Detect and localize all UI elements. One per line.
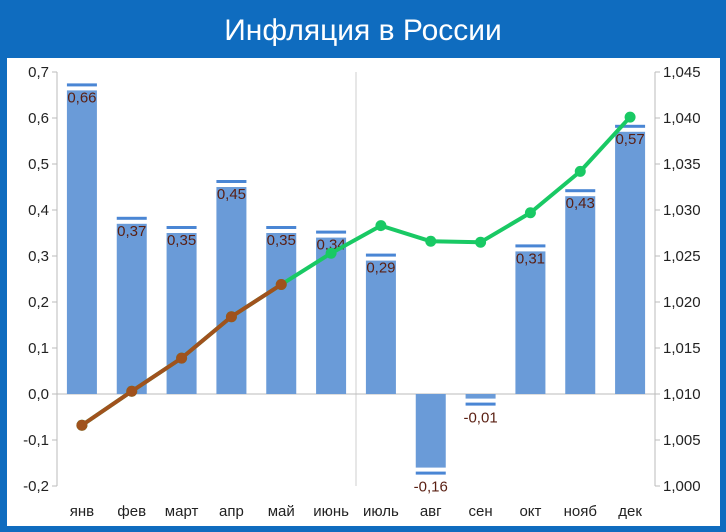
y-right-tick-label: 1,010 — [663, 386, 701, 403]
bar-data-label: 0,43 — [566, 195, 595, 212]
bar — [365, 260, 396, 394]
bar-data-label: 0,57 — [615, 131, 644, 148]
bar-cap — [266, 226, 297, 229]
x-tick-label: июнь — [313, 503, 349, 520]
y-right-tick-label: 1,005 — [663, 432, 701, 449]
brown-series-point — [126, 385, 138, 397]
bar — [515, 251, 546, 394]
bar — [216, 187, 247, 394]
green-series-point — [524, 207, 536, 219]
y-right-tick-label: 1,035 — [663, 156, 701, 173]
y-left-tick-label: -0,2 — [23, 478, 49, 495]
green-series-point — [624, 111, 636, 123]
y-left-tick-label: 0,6 — [28, 110, 49, 127]
bar — [66, 90, 97, 395]
y-right-tick-label: 1,015 — [663, 340, 701, 357]
x-tick-label: фев — [117, 503, 146, 520]
green-series-point — [475, 236, 487, 248]
x-tick-label: март — [165, 503, 199, 520]
bar-cap — [166, 226, 197, 229]
bar-cap — [316, 230, 347, 234]
y-left-tick-label: 0,5 — [28, 156, 49, 173]
bar-data-label: 0,37 — [117, 223, 146, 240]
bar-data-label: 0,35 — [267, 232, 296, 249]
inflation-chart: -0,2 -0,1 0,0 0,1 0,2 0,3 0,4 0,5 0,6 0,7 1,000 1,0… — [23, 64, 701, 520]
bar — [415, 394, 446, 468]
bar — [465, 394, 496, 399]
bar-data-label: 0,29 — [366, 260, 395, 277]
y-left-tick-label: 0,7 — [28, 64, 49, 81]
y-right-tick-label: 1,000 — [663, 478, 701, 495]
bar-cap — [515, 244, 546, 248]
bar-cap — [415, 471, 446, 475]
bar-data-label: 0,66 — [67, 89, 96, 106]
y-right-tick-label: 1,025 — [663, 248, 701, 265]
bar-cap — [66, 83, 97, 87]
y-right-tick-label: 1,020 — [663, 294, 701, 311]
y-right-tick-label: 1,040 — [663, 110, 701, 127]
green-series-point — [325, 247, 337, 259]
bar-data-label: -0,16 — [414, 479, 448, 496]
bar-cap — [615, 124, 646, 128]
x-tick-label: окт — [519, 503, 541, 520]
y-left-tick-label: -0,1 — [23, 432, 49, 449]
chart-title: Инфляция в России — [224, 14, 502, 47]
x-tick-label: сен — [469, 503, 493, 520]
bar-data-label: 0,31 — [516, 250, 545, 267]
bar — [316, 237, 347, 394]
bar — [116, 223, 147, 394]
bar-data-label: 0,35 — [167, 232, 196, 249]
brown-series-point — [225, 311, 237, 323]
bar — [266, 233, 297, 394]
green-series-point — [375, 220, 387, 232]
brown-series-point — [275, 279, 287, 291]
x-tick-label: авг — [420, 503, 442, 520]
bar-cap — [365, 253, 396, 257]
bar-data-label: -0,01 — [463, 410, 497, 427]
x-tick-label: май — [268, 503, 295, 520]
green-series-point — [425, 235, 437, 247]
y-left-tick-label: 0,2 — [28, 294, 49, 311]
y-left-tick-label: 0,4 — [28, 202, 49, 219]
bar — [615, 131, 646, 395]
y-left-tick-label: 0,3 — [28, 248, 49, 265]
x-tick-label: апр — [219, 503, 244, 520]
bar — [565, 196, 596, 394]
bar-cap — [465, 402, 496, 406]
y-left-tick-label: 0,0 — [28, 386, 49, 403]
bar-cap — [116, 216, 147, 220]
x-tick-label: янв — [70, 503, 94, 520]
y-right-tick-label: 1,030 — [663, 202, 701, 219]
bar-cap — [216, 180, 247, 183]
bar-cap — [565, 189, 596, 193]
bar — [166, 233, 197, 394]
x-tick-label: июль — [363, 503, 399, 520]
x-tick-label: нояб — [564, 503, 597, 520]
brown-series-point — [76, 419, 88, 431]
brown-series-point — [176, 352, 188, 364]
bar-data-label: 0,45 — [217, 186, 246, 203]
x-tick-label: дек — [618, 503, 642, 520]
y-right-tick-label: 1,045 — [663, 64, 701, 81]
green-series-point — [574, 165, 586, 177]
plot-area: -0,2 -0,1 0,0 0,1 0,2 0,3 0,4 0,5 0,6 0,7 1,000 1,0… — [7, 58, 720, 526]
y-left-tick-label: 0,1 — [28, 340, 49, 357]
